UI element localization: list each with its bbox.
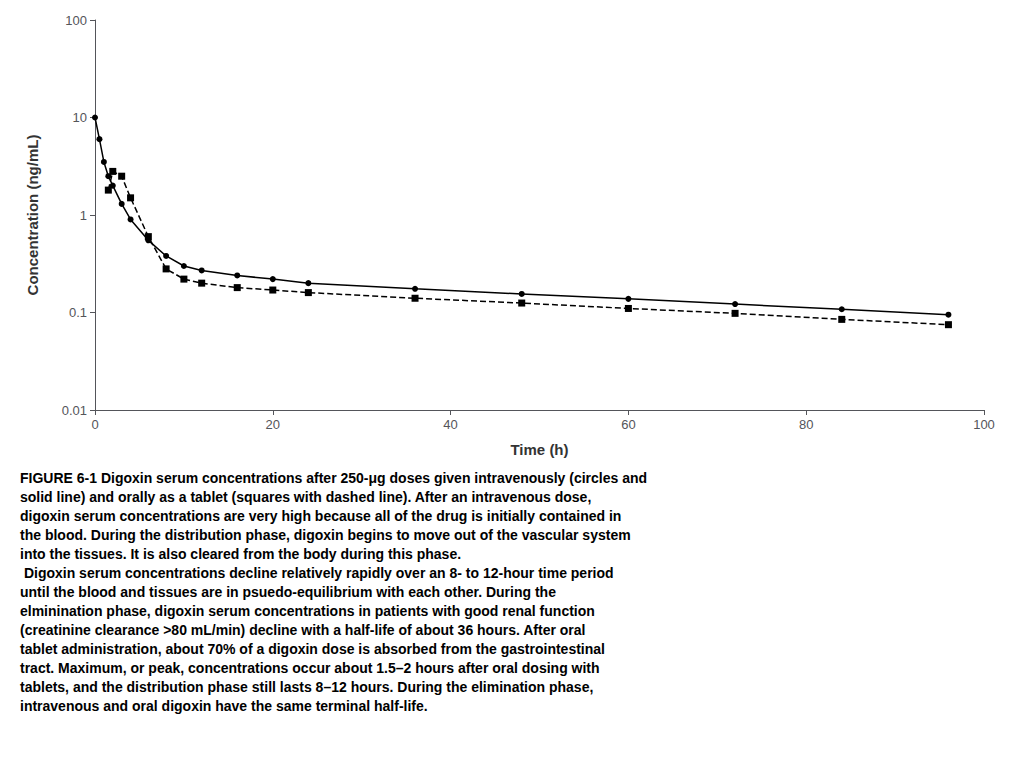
svg-text:100: 100 [65, 13, 87, 28]
svg-text:80: 80 [799, 417, 813, 432]
svg-text:0.01: 0.01 [62, 403, 87, 418]
svg-text:until the blood and tissues ar: until the blood and tissues are in psued… [20, 584, 556, 600]
svg-text:Concentration (ng/mL): Concentration (ng/mL) [24, 135, 41, 296]
svg-text:elminination phase, digoxin se: elminination phase, digoxin serum concen… [20, 603, 595, 619]
svg-text:into the tissues. It is also c: into the tissues. It is also cleared fro… [20, 546, 461, 562]
svg-text:tablets, and the distribution: tablets, and the distribution phase stil… [20, 679, 593, 695]
svg-text:intravenous and oral digoxin h: intravenous and oral digoxin have the sa… [20, 698, 428, 714]
svg-text:60: 60 [621, 417, 635, 432]
svg-text:the blood. During the distribu: the blood. During the distribution phase… [20, 527, 631, 543]
svg-text:100: 100 [973, 417, 995, 432]
svg-text:tablet administration, about 7: tablet administration, about 70% of a di… [20, 641, 605, 657]
svg-text:40: 40 [443, 417, 457, 432]
svg-text:1: 1 [80, 208, 87, 223]
svg-text:solid line) and orally as a ta: solid line) and orally as a tablet (squa… [20, 489, 591, 505]
svg-text:FIGURE 6-1: FIGURE 6-1 [20, 470, 97, 486]
svg-text:0.1: 0.1 [69, 305, 87, 320]
svg-text:(creatinine clearance >80 mL/m: (creatinine clearance >80 mL/min) declin… [20, 622, 585, 638]
svg-text:10: 10 [73, 110, 87, 125]
svg-text:Digoxin serum concentrations a: Digoxin serum concentrations after 250-μ… [97, 470, 647, 486]
svg-text:0: 0 [91, 417, 98, 432]
svg-text:Digoxin serum concentrations d: Digoxin serum concentrations decline rel… [20, 565, 614, 581]
svg-text:digoxin serum concentrations a: digoxin serum concentrations are very hi… [20, 508, 621, 524]
svg-text:Time (h): Time (h) [510, 441, 568, 458]
svg-text:20: 20 [266, 417, 280, 432]
svg-text:tract. Maximum, or peak, conce: tract. Maximum, or peak, concentrations … [20, 660, 600, 676]
